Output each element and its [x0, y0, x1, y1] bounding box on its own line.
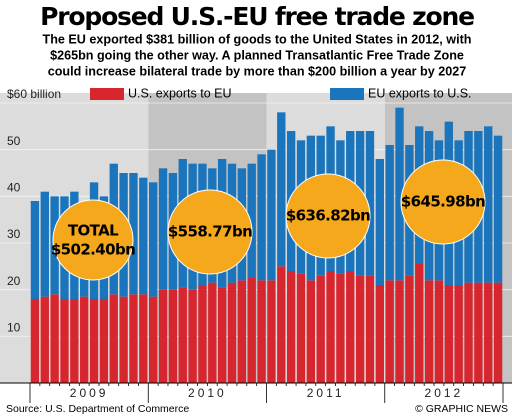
bar-segment — [129, 294, 138, 383]
bar-segment — [444, 285, 453, 383]
annotation-value: $645.98bn — [401, 193, 485, 211]
bar-segment — [50, 294, 59, 383]
x-group-label: 2010 — [188, 386, 227, 400]
bar-segment — [247, 163, 256, 278]
bar-segment — [355, 275, 365, 383]
bar-segment — [227, 282, 237, 383]
bar-segment — [30, 299, 40, 383]
bar-segment — [415, 264, 424, 383]
y-tick-label: 30 — [7, 227, 21, 241]
annotation-value: $636.82bn — [286, 207, 370, 225]
legend-label: EU exports to U.S. — [368, 86, 472, 100]
x-group-label: 2009 — [70, 386, 109, 400]
annotation-circle — [52, 199, 134, 281]
y-tick-label: $60 billion — [7, 87, 61, 101]
bar-segment — [464, 282, 473, 383]
annotation-value: $558.77bn — [168, 223, 252, 241]
bar-segment — [139, 177, 148, 295]
bar-segment — [375, 285, 384, 383]
annotation-circle — [167, 189, 253, 275]
bar-segment — [277, 112, 286, 267]
credit: © GRAPHIC NEWS — [415, 403, 508, 415]
bar-segment — [375, 159, 384, 285]
bar-segment — [286, 271, 296, 383]
source: Source: U.S. Department of Commerce — [6, 403, 189, 415]
bar-segment — [316, 275, 325, 383]
bar-segment — [277, 266, 286, 383]
bar-segment — [424, 280, 434, 383]
bar-segment — [267, 149, 276, 281]
bar-segment — [257, 280, 266, 383]
bar-segment — [474, 282, 483, 383]
bar-segment — [257, 154, 266, 281]
bar-segment — [237, 280, 247, 383]
annotation-circle — [285, 173, 371, 259]
legend-label: U.S. exports to EU — [128, 86, 232, 100]
bar-segment — [385, 145, 394, 281]
bar-segment — [336, 273, 345, 383]
subtitle: $265bn going the other way. A planned Tr… — [50, 48, 464, 62]
bar-segment — [385, 280, 394, 383]
bar-segment — [158, 289, 168, 383]
bar-segment — [493, 282, 503, 383]
subtitle: could increase bilateral trade by more t… — [48, 64, 467, 78]
x-group-label: 2012 — [425, 386, 464, 400]
bar-segment — [188, 289, 197, 383]
bar-segment — [178, 287, 187, 383]
bar-segment — [484, 126, 493, 283]
bar-segment — [60, 299, 69, 383]
bar-segment — [119, 296, 128, 383]
bar-segment — [306, 280, 316, 383]
bar-segment — [149, 182, 158, 297]
bar-segment — [405, 275, 414, 383]
bar-segment — [434, 280, 444, 383]
plot: 10 20 30 40 50 $60 billion U.S. exports to EU E… — [0, 86, 512, 403]
bar-segment — [109, 294, 118, 383]
bar-segment — [365, 131, 375, 276]
y-tick-label: 10 — [7, 321, 21, 335]
bar-segment — [395, 280, 404, 383]
annotation-value: $502.40bn — [51, 241, 135, 259]
bar-segment — [80, 296, 89, 383]
bar-segment — [168, 289, 178, 383]
y-tick-label: 20 — [7, 274, 21, 288]
bar-segment — [208, 282, 217, 383]
y-tick-label: 40 — [7, 181, 21, 195]
bar-segment — [89, 299, 99, 383]
bar-segment — [217, 287, 227, 383]
bar-segment — [30, 201, 40, 299]
bar-segment — [70, 299, 79, 383]
axis-strip — [0, 383, 512, 403]
bar-segment — [149, 296, 158, 383]
bar-segment — [139, 294, 148, 383]
bar-segment — [158, 168, 168, 290]
bar-segment — [454, 285, 463, 383]
bar-segment — [267, 280, 276, 383]
bar-segment — [129, 173, 138, 295]
bar-segment — [326, 271, 335, 383]
bar-segment — [40, 296, 49, 383]
legend-swatch — [330, 88, 364, 100]
annotation-label: TOTAL — [68, 222, 119, 240]
bar-segment — [99, 299, 109, 383]
subtitle: The EU exported $381 billion of goods to… — [43, 32, 472, 46]
legend-swatch — [90, 88, 124, 100]
bar-segment — [395, 107, 404, 281]
x-group-label: 2011 — [307, 386, 345, 400]
bar-segment — [493, 135, 503, 283]
annotation-circle — [400, 159, 486, 245]
y-tick-label: 50 — [7, 134, 21, 148]
chart-title: Proposed U.S.-EU free trade zone — [40, 2, 474, 31]
bar-segment — [365, 275, 375, 383]
bar-segment — [247, 278, 256, 383]
bar-segment — [296, 273, 306, 383]
bar-segment — [346, 271, 355, 383]
bar-segment — [198, 285, 207, 383]
bar-segment — [40, 191, 49, 297]
bar-segment — [484, 282, 493, 383]
